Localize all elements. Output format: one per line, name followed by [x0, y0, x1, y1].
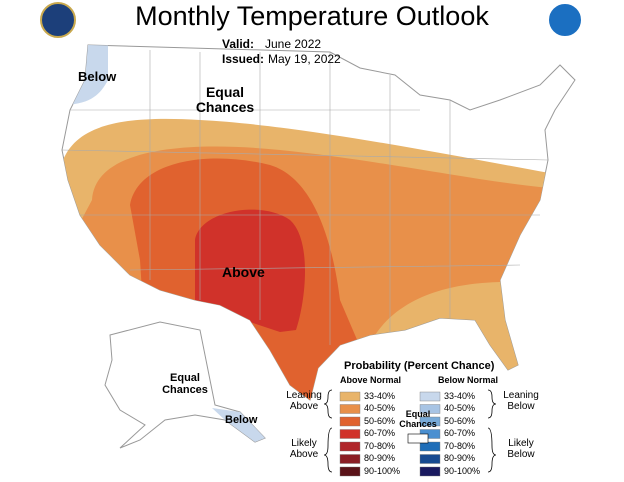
legend-swatch	[339, 454, 361, 464]
legend-title: Probability (Percent Chance)	[344, 360, 495, 372]
legend-label: 90-100%	[444, 465, 481, 476]
legend-swatch	[419, 416, 441, 427]
zone-60-70	[195, 209, 305, 332]
map-label: Below	[78, 69, 117, 84]
legend-swatch	[339, 466, 361, 477]
valid: June 2022	[265, 37, 322, 51]
legend-label: 60-70%	[364, 428, 396, 438]
equal-chances-swatch	[407, 433, 429, 444]
legend-group: Leaning Below	[503, 390, 539, 412]
legend-heading: Above Normal	[340, 375, 402, 385]
noaa-logo	[547, 2, 583, 38]
legend-braces	[323, 389, 497, 473]
state-lines	[61, 50, 549, 345]
legend-label: 40-50%	[364, 403, 396, 413]
legend-swatch	[339, 416, 361, 427]
issued-label: Issued:	[222, 52, 265, 66]
legend-swatch	[419, 466, 441, 477]
title: Monthly Temperature Outlook	[135, 1, 489, 31]
legend-label: 50-60%	[364, 415, 396, 426]
legend-label: 80-90%	[444, 453, 476, 463]
map-label: Equal Chances	[162, 372, 208, 397]
legend-swatch	[339, 441, 361, 452]
legend-label: 90-100%	[364, 465, 401, 476]
legend-label: 70-80%	[364, 440, 396, 451]
legend-swatch	[419, 454, 441, 464]
map-label: Above	[222, 264, 265, 280]
legend-swatch	[339, 391, 361, 402]
legend-swatches	[339, 391, 441, 477]
legend-swatch	[419, 391, 441, 402]
legend-swatch	[339, 429, 361, 439]
legend-label: 60-70%	[444, 428, 476, 438]
alaska-below	[212, 408, 265, 442]
map-label: Equal Chances	[195, 84, 255, 116]
legend-swatch	[419, 441, 441, 452]
legend-group: Likely Below	[507, 438, 535, 460]
legend-label: 33-40%	[444, 390, 476, 401]
legend-group: Leaning Above	[286, 390, 322, 412]
valid-label: Valid:	[222, 37, 255, 51]
issued: May 19, 2022	[268, 52, 341, 66]
legend-heading: Below Normal	[438, 375, 499, 385]
doc-logo	[40, 2, 76, 38]
legend-swatch	[339, 404, 361, 414]
legend-label: 33-40%	[364, 390, 396, 401]
logos	[40, 2, 583, 38]
legend-label: 40-50%	[444, 403, 476, 413]
legend-label: 50-60%	[444, 415, 476, 426]
legend-swatch	[419, 404, 441, 414]
legend-group: Likely Above	[289, 438, 319, 460]
map-label: Below	[225, 414, 258, 426]
legend-equal-chances: Equal Chances	[399, 409, 437, 429]
legend-label: 70-80%	[444, 440, 476, 451]
legend-label: 80-90%	[364, 453, 396, 463]
